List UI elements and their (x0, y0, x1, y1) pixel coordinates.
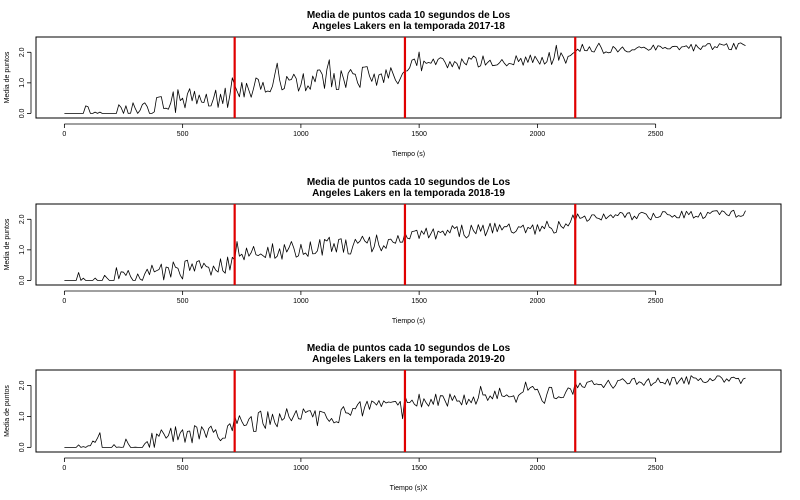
x-tick-label: 1000 (293, 131, 309, 138)
x-axis-label: Tiempo (s) (392, 318, 425, 325)
chart-title-line: Angeles Lakers en la temporada 2019-20 (312, 354, 505, 365)
x-axis-label: Tiempo (s) (392, 151, 425, 158)
plot-frame (35, 369, 782, 453)
y-tick-label: 2.0 (19, 214, 26, 224)
x-tick-label: 2000 (530, 298, 546, 305)
chart-title-line: Media de puntos cada 10 segundos de Los (307, 10, 511, 21)
y-tick-label: 1.0 (19, 78, 26, 88)
x-tick-label: 500 (177, 298, 189, 305)
x-tick-label: 500 (177, 131, 189, 138)
chart-title-line: Angeles Lakers en la temporada 2017-18 (312, 21, 505, 32)
x-tick-label: 2000 (530, 131, 546, 138)
x-tick-label: 2500 (648, 298, 664, 305)
y-tick-label: 0.0 (19, 275, 26, 285)
x-tick-label: 1000 (293, 298, 309, 305)
x-tick-label: 1500 (411, 465, 427, 472)
x-tick-label: 0 (62, 298, 66, 305)
chart-title-line: Angeles Lakers en la temporada 2018-19 (312, 188, 505, 199)
x-tick-label: 0 (62, 131, 66, 138)
y-tick-label: 1.0 (19, 411, 26, 421)
x-tick-label: 0 (62, 465, 66, 472)
y-axis-label: Media de puntos (4, 218, 11, 270)
y-tick-label: 0.0 (19, 108, 26, 118)
y-axis-label: Media de puntos (4, 51, 11, 103)
y-axis-label: Media de puntos (4, 385, 11, 437)
chart-panel-3: Media de puntos cada 10 segundos de LosA… (4, 343, 782, 492)
plot-frame (35, 203, 782, 286)
chart-title-line: Media de puntos cada 10 segundos de Los (307, 343, 511, 354)
chart-title-line: Media de puntos cada 10 segundos de Los (307, 177, 511, 188)
y-tick-label: 2.0 (19, 47, 26, 57)
y-tick-label: 1.0 (19, 245, 26, 255)
y-tick-label: 2.0 (19, 381, 26, 391)
x-tick-label: 1500 (411, 298, 427, 305)
chart-panel-1: Media de puntos cada 10 segundos de LosA… (4, 10, 782, 158)
x-tick-label: 2500 (648, 465, 664, 472)
x-tick-label: 500 (177, 465, 189, 472)
x-tick-label: 1000 (293, 465, 309, 472)
x-tick-label: 1500 (411, 131, 427, 138)
x-tick-label: 2000 (530, 465, 546, 472)
chart-panel-2: Media de puntos cada 10 segundos de LosA… (4, 177, 782, 325)
x-axis-label: Tiempo (s)X (390, 485, 428, 492)
x-tick-label: 2500 (648, 131, 664, 138)
y-tick-label: 0.0 (19, 442, 26, 452)
plot-frame (35, 36, 782, 119)
